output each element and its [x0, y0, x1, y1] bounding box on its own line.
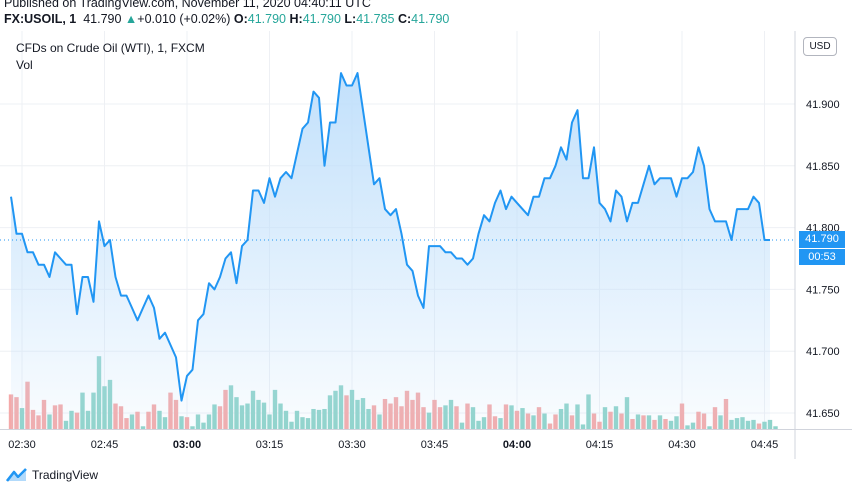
close-value: 41.790	[411, 12, 450, 26]
tradingview-logo-icon	[6, 468, 27, 482]
up-arrow-icon: ▲	[124, 12, 138, 26]
y-tick-label: 41.900	[806, 99, 840, 111]
tradingview-brand[interactable]: TradingView	[6, 467, 98, 483]
price-change: +0.010 (+0.02%)	[137, 12, 231, 26]
open-value: 41.790	[247, 12, 287, 26]
last-price-tag: 41.790	[799, 231, 845, 248]
y-tick-label: 41.650	[806, 408, 840, 420]
price-area	[11, 73, 770, 429]
price-chart[interactable]: 41.65041.70041.75041.80041.85041.90002:3…	[0, 31, 852, 459]
x-tick-label: 03:15	[256, 439, 284, 451]
low-value: 41.785	[356, 12, 395, 26]
currency-button[interactable]: USD	[803, 37, 837, 56]
high-label: H:	[289, 12, 303, 26]
high-value: 41.790	[302, 12, 341, 26]
price-line	[10, 72, 770, 402]
low-label: L:	[344, 12, 357, 26]
x-tick-label: 03:30	[338, 439, 366, 451]
x-tick-label: 04:45	[751, 439, 779, 451]
last-price: 41.790	[83, 12, 122, 26]
volume-bar	[773, 426, 778, 429]
chart-frame[interactable]: 41.650 41.700 41.750 41.800 41.850 41.900 02:3…	[0, 31, 852, 459]
y-tick-label: 41.750	[806, 284, 840, 296]
x-tick-label: 03:45	[421, 439, 449, 451]
chart-legend-title: CFDs on Crude Oil (WTI), 1, FXCM	[16, 41, 205, 55]
brand-text: TradingView	[32, 468, 99, 482]
y-tick-label: 41.850	[806, 161, 840, 173]
y-tick-label: 41.700	[806, 346, 840, 358]
ohlc-bar: FX:USOIL, 1 41.790 ▲+0.010 (+0.02%) O:41…	[4, 12, 449, 26]
x-tick-label: 02:30	[8, 439, 36, 451]
volume-legend: Vol	[16, 58, 33, 72]
published-note: Published on TradingView.com, November 1…	[4, 0, 371, 10]
x-tick-label: 04:00	[503, 439, 531, 451]
x-tick-label: 04:15	[586, 439, 614, 451]
x-tick-label: 04:30	[668, 439, 696, 451]
close-label: C:	[397, 12, 412, 26]
open-label: O:	[233, 12, 248, 26]
x-tick-label: 02:45	[91, 439, 119, 451]
symbol-label: FX:USOIL, 1	[4, 12, 77, 26]
bar-countdown: 00:53	[799, 249, 845, 265]
x-tick-label: 03:00	[173, 439, 201, 451]
